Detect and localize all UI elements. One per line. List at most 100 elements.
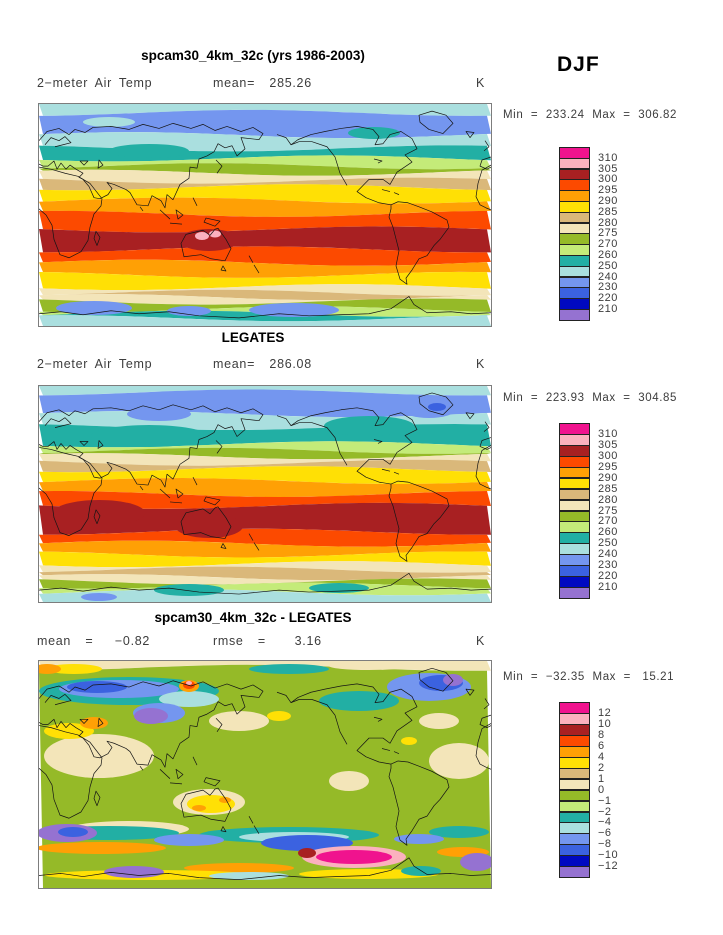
colorbar-label: 310 <box>598 427 618 440</box>
coastline <box>159 769 171 779</box>
coastline <box>479 156 491 170</box>
coastline <box>139 485 144 491</box>
coastline <box>44 693 72 706</box>
colorbar-label: 230 <box>598 559 618 572</box>
colorbar-label: 280 <box>598 493 618 506</box>
colorbar-label: 300 <box>598 173 618 186</box>
coastline <box>381 189 391 192</box>
coastline <box>39 572 491 595</box>
colorbar-label: 210 <box>598 303 618 315</box>
coastline <box>290 699 348 745</box>
coastline <box>139 206 144 212</box>
coastline <box>215 440 223 454</box>
coastline <box>290 141 348 186</box>
coastline <box>39 166 103 259</box>
colorbar-label: 240 <box>598 270 618 283</box>
colorbar-label: 250 <box>598 259 618 272</box>
colorbar-box <box>559 866 590 878</box>
coastline <box>483 698 490 710</box>
colorbar-diff: 12 10 8 6 4 2 1 0 −1 −2 −4 −6 −8 −10 −12 <box>559 702 699 879</box>
coastline <box>393 192 400 195</box>
coastline <box>276 407 418 485</box>
colorbar-label: 280 <box>598 216 618 229</box>
coastline <box>418 392 454 416</box>
colorbar-label: 300 <box>598 449 618 462</box>
coastline <box>203 496 221 506</box>
coastline <box>465 688 475 696</box>
coastline <box>203 777 221 787</box>
coastline <box>373 439 383 444</box>
coastline <box>93 230 101 246</box>
map-model <box>38 103 492 327</box>
coastline <box>220 265 227 272</box>
colorbar-label: 250 <box>598 537 618 550</box>
coastline <box>44 417 72 428</box>
coastline <box>388 760 450 846</box>
coastline <box>39 857 491 881</box>
panel-obs-mean-label: mean= 286.08 <box>213 357 312 371</box>
panel-diff-minmax: Min = −32.35 Max = 15.21 <box>503 671 675 683</box>
coastline <box>479 437 491 450</box>
coastline <box>388 201 450 285</box>
coastline <box>180 506 232 539</box>
coastline <box>169 782 183 785</box>
panel-model-variable-label: 2−meter Air Temp <box>37 76 153 90</box>
map-diff <box>38 660 492 889</box>
colorbar-label: 285 <box>598 482 618 495</box>
colorbar-label: 310 <box>598 151 618 164</box>
colorbar-label: 12 <box>598 706 612 719</box>
coastline <box>175 209 184 220</box>
colorbar-label: −4 <box>598 816 612 829</box>
coastline <box>180 227 232 262</box>
coastline <box>418 667 454 692</box>
colorbar-label: 240 <box>598 548 618 561</box>
panel-obs-units-label: K <box>476 357 486 371</box>
coastline <box>483 421 490 432</box>
colorbar-label: 1 <box>598 772 605 785</box>
coastline <box>381 748 391 751</box>
colorbar-label: 305 <box>598 162 618 175</box>
coastline <box>220 826 227 833</box>
coastline <box>159 488 171 499</box>
coastline <box>169 501 183 504</box>
map-obs <box>38 385 492 603</box>
colorbar-label: −8 <box>598 838 612 851</box>
coastline <box>483 140 490 152</box>
coastline <box>97 440 104 449</box>
coastline <box>253 825 260 835</box>
colorbar-label: 220 <box>598 292 618 305</box>
coastline <box>290 422 348 466</box>
panel-model-mean-label: mean= 285.26 <box>213 76 312 90</box>
colorbar-label: 260 <box>598 249 618 261</box>
coastline <box>97 159 104 169</box>
coastline <box>192 197 198 206</box>
colorbar-label: 210 <box>598 581 618 594</box>
colorbar-label: 270 <box>598 238 618 251</box>
colorbar-obs: 310 305 300 295 290 285 280 275 270 260 250 240 230 2… <box>559 423 699 600</box>
colorbar-label: 295 <box>598 184 618 197</box>
coastline <box>248 815 254 824</box>
colorbar-label: 260 <box>598 526 618 539</box>
coastline <box>418 110 454 134</box>
colorbar-label: 6 <box>598 739 605 752</box>
colorbar-label: 220 <box>598 570 618 583</box>
coastline <box>393 751 400 755</box>
coastline <box>253 542 260 551</box>
coastline <box>93 790 101 807</box>
coastline <box>373 716 383 722</box>
panel-obs-minmax: Min = 223.93 Max = 304.85 <box>503 392 677 404</box>
panel-model-units-label: K <box>476 76 486 90</box>
coastline <box>192 756 198 766</box>
coastline <box>465 412 475 420</box>
coastline <box>169 222 183 225</box>
colorbar-label: −12 <box>598 860 619 873</box>
colorbar-label: 295 <box>598 460 618 473</box>
panel-diff-title: spcam30_4km_32c - LEGATES <box>154 610 352 625</box>
coastline <box>93 509 101 525</box>
colorbar-label: 290 <box>598 195 618 207</box>
coastline <box>39 296 491 319</box>
colorbar-label: 2 <box>598 761 605 774</box>
colorbar-box <box>559 309 590 321</box>
season-label: DJF <box>557 53 600 76</box>
